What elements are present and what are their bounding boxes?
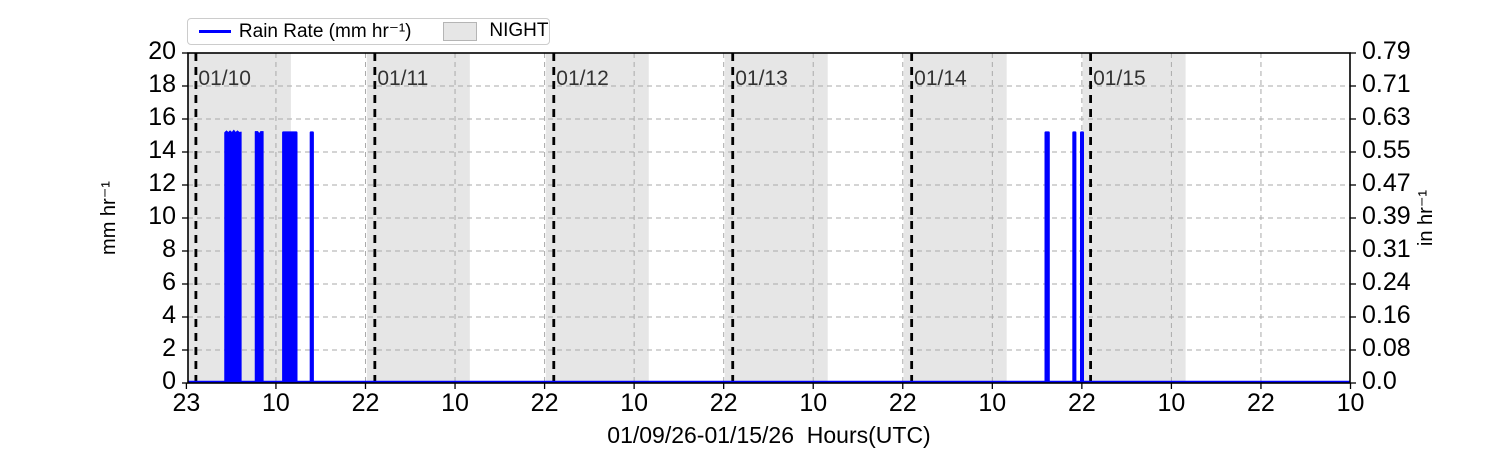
svg-text:20: 20 xyxy=(148,37,176,65)
svg-text:16: 16 xyxy=(148,103,176,131)
svg-text:0.31: 0.31 xyxy=(1362,235,1411,263)
svg-text:12: 12 xyxy=(148,169,176,197)
svg-text:14: 14 xyxy=(148,136,176,164)
svg-text:01/12: 01/12 xyxy=(556,67,609,90)
svg-text:22: 22 xyxy=(531,389,559,417)
svg-text:10: 10 xyxy=(978,389,1006,417)
svg-text:0.47: 0.47 xyxy=(1362,169,1411,197)
svg-text:18: 18 xyxy=(148,70,176,98)
svg-text:10: 10 xyxy=(1158,389,1186,417)
svg-text:10: 10 xyxy=(620,389,648,417)
svg-text:01/09/26-01/15/26 Hours(UTC): 01/09/26-01/15/26 Hours(UTC) xyxy=(607,422,930,448)
svg-text:mm hr⁻¹: mm hr⁻¹ xyxy=(98,181,120,255)
svg-text:01/10: 01/10 xyxy=(198,67,251,90)
svg-text:22: 22 xyxy=(1068,389,1096,417)
svg-text:01/13: 01/13 xyxy=(735,67,788,90)
svg-text:01/11: 01/11 xyxy=(377,67,428,90)
svg-text:01/15: 01/15 xyxy=(1093,67,1146,90)
svg-text:10: 10 xyxy=(799,389,827,417)
svg-text:0.63: 0.63 xyxy=(1362,103,1411,131)
svg-text:01/14: 01/14 xyxy=(914,67,967,90)
svg-text:0.71: 0.71 xyxy=(1362,70,1411,98)
svg-text:22: 22 xyxy=(889,389,917,417)
svg-text:8: 8 xyxy=(162,235,176,263)
svg-text:10: 10 xyxy=(148,202,176,230)
svg-text:4: 4 xyxy=(162,301,176,329)
svg-text:0.0: 0.0 xyxy=(1362,367,1397,395)
svg-text:22: 22 xyxy=(352,389,380,417)
svg-text:23: 23 xyxy=(172,389,200,417)
svg-text:10: 10 xyxy=(262,389,290,417)
svg-text:in hr⁻¹: in hr⁻¹ xyxy=(1415,190,1437,246)
svg-text:2: 2 xyxy=(162,334,176,362)
svg-text:0.39: 0.39 xyxy=(1362,202,1411,230)
svg-text:10: 10 xyxy=(1337,389,1365,417)
svg-text:0: 0 xyxy=(162,367,176,395)
svg-text:0.08: 0.08 xyxy=(1362,334,1411,362)
svg-text:0.79: 0.79 xyxy=(1362,37,1411,65)
svg-text:0.55: 0.55 xyxy=(1362,136,1411,164)
svg-text:6: 6 xyxy=(162,268,176,296)
svg-text:22: 22 xyxy=(710,389,738,417)
svg-text:0.16: 0.16 xyxy=(1362,301,1411,329)
svg-text:22: 22 xyxy=(1247,389,1275,417)
svg-text:10: 10 xyxy=(441,389,469,417)
svg-text:0.24: 0.24 xyxy=(1362,268,1411,296)
